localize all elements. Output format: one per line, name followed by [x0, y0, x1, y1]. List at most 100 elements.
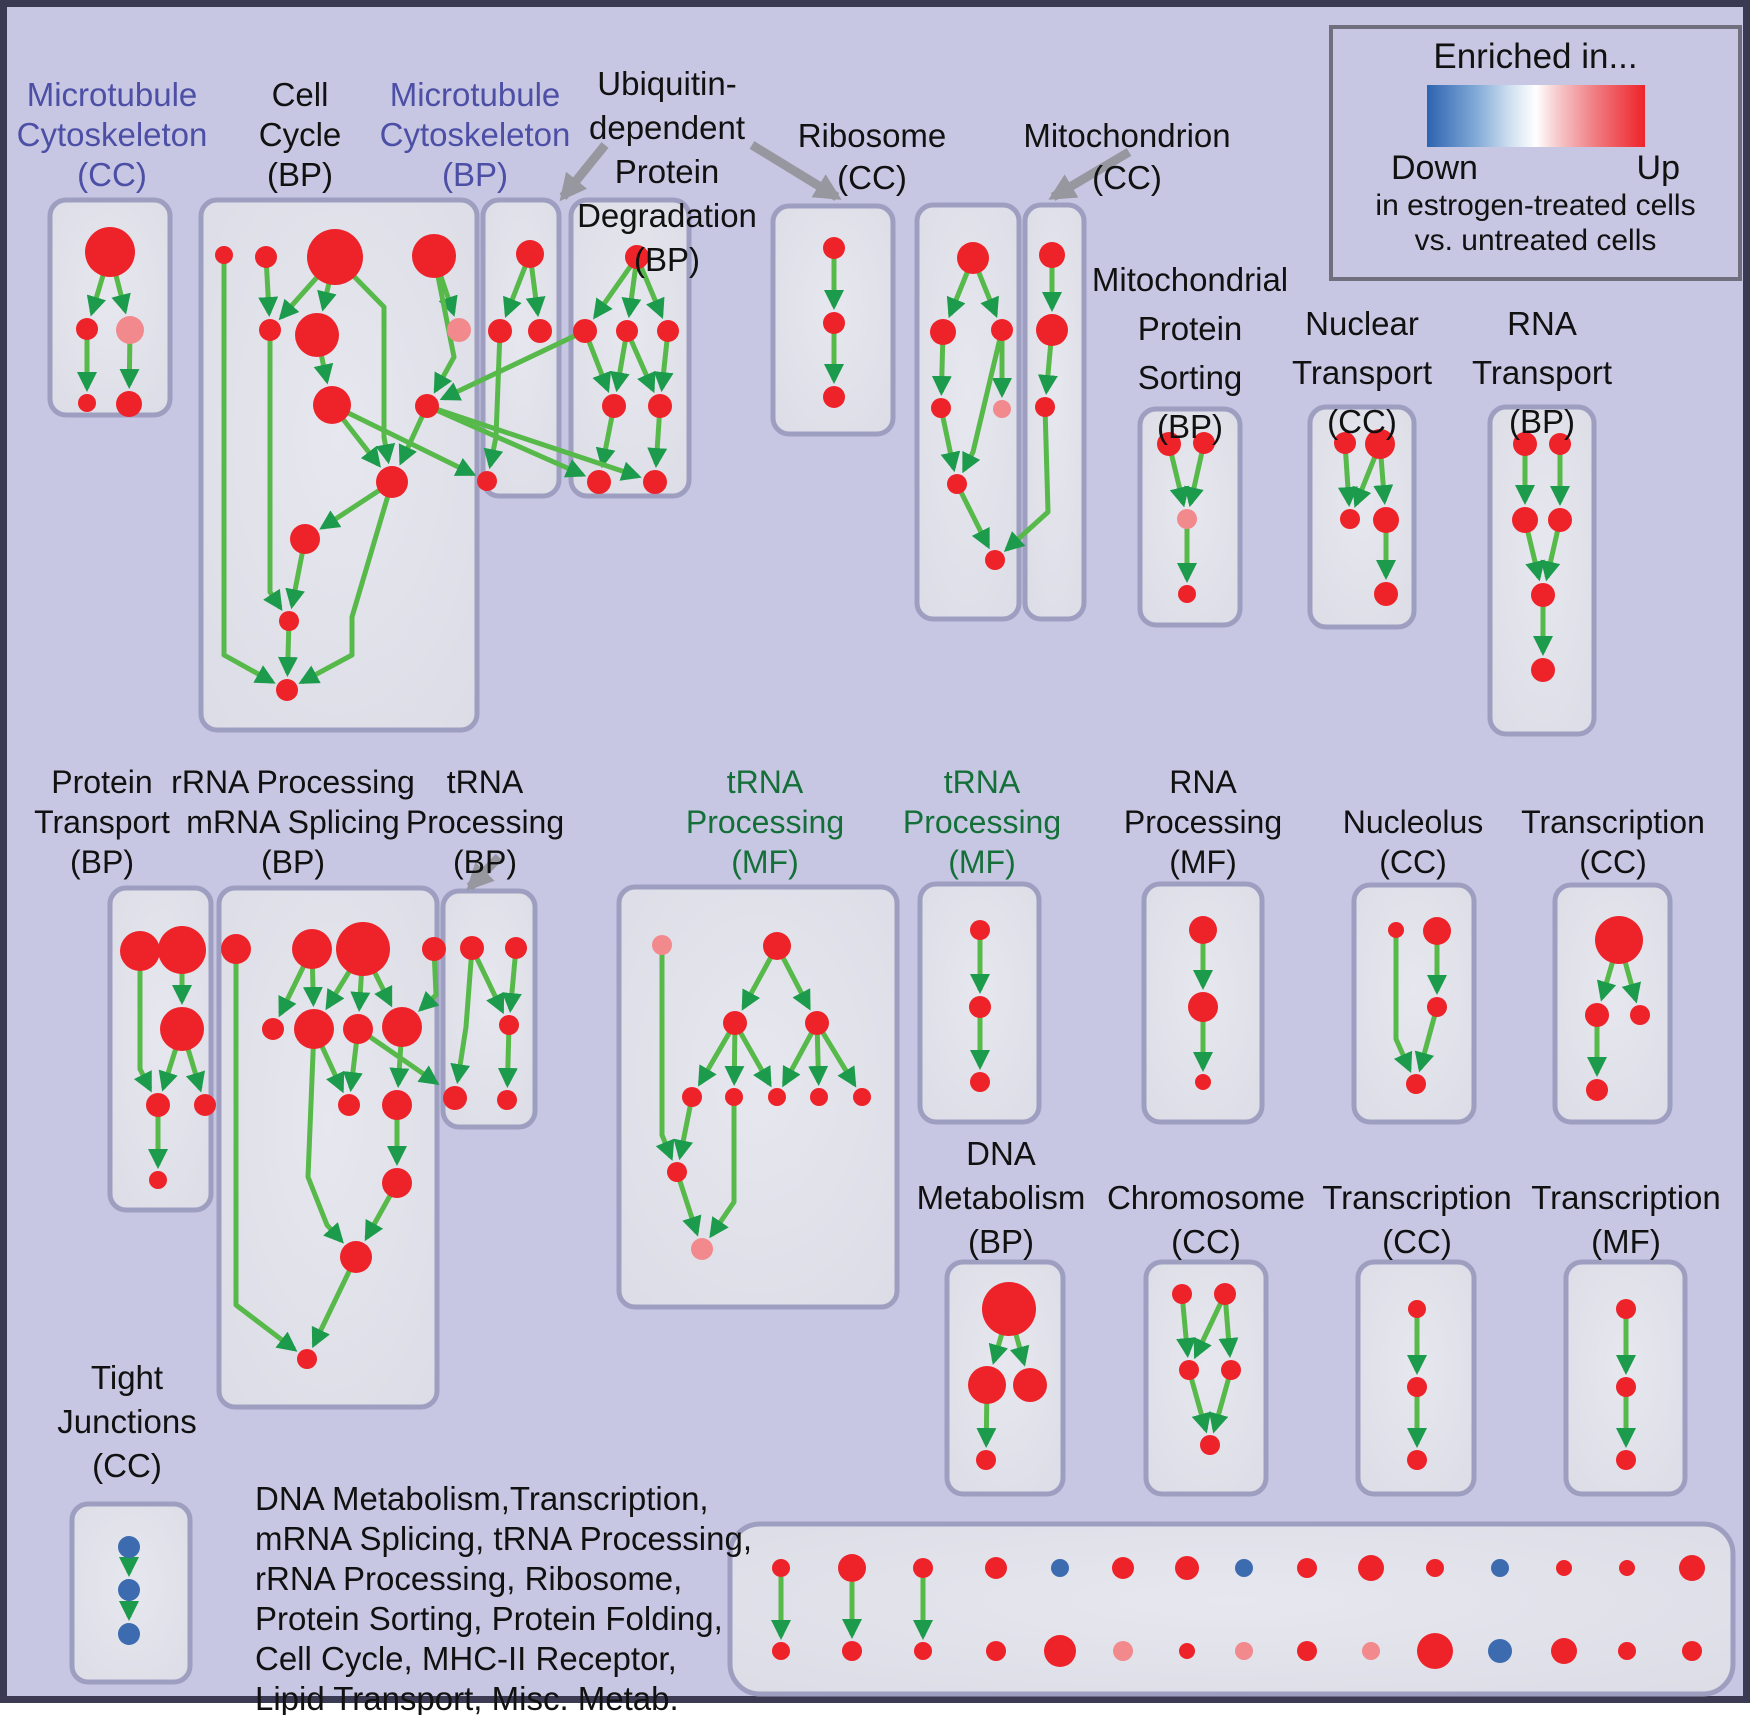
go-term-node	[85, 227, 135, 277]
go-term-node	[294, 1009, 334, 1049]
go-term-node	[805, 1011, 829, 1035]
go-term-node	[1427, 997, 1447, 1017]
go-term-node	[648, 394, 672, 418]
go-term-node	[1373, 507, 1399, 533]
go-term-node	[221, 934, 251, 964]
cluster-box-mitochondrion-cc	[1022, 202, 1087, 622]
label-transcription-mf: Transcription (MF)	[1531, 1179, 1721, 1260]
go-term-node	[587, 470, 611, 494]
go-term-node	[376, 466, 408, 498]
go-term-node	[146, 1093, 170, 1117]
go-term-node	[1113, 1641, 1133, 1661]
go-term-node	[338, 1094, 360, 1116]
go-term-node	[913, 1558, 933, 1578]
go-term-node	[340, 1241, 372, 1273]
go-term-node	[772, 1559, 790, 1577]
label-cell-cycle-bp: Cell Cycle (BP)	[258, 76, 342, 193]
legend-up-label: Up	[1636, 149, 1680, 187]
go-term-node	[970, 920, 990, 940]
label-trna-processing-bp: tRNA Processing (BP)	[405, 764, 565, 880]
edge-arrow	[221, 255, 276, 684]
edge-arrow	[333, 255, 396, 465]
edge-arrow	[426, 403, 642, 481]
go-term-node	[772, 1642, 790, 1660]
go-term-node	[667, 1162, 687, 1182]
misc-categories-text: DNA Metabolism,Transcription, mRNA Splic…	[255, 1480, 753, 1715]
cluster-box-nucleolus-cc	[1351, 882, 1477, 1125]
edge-arrow	[954, 482, 991, 550]
go-term-node	[838, 1554, 866, 1582]
go-term-node	[1619, 1560, 1635, 1576]
go-term-node	[499, 1015, 519, 1035]
label-tight-junctions-cc: Tight Junctions (CC)	[57, 1359, 197, 1484]
go-term-node	[991, 319, 1013, 341]
go-term-node	[497, 1090, 517, 1110]
go-term-node	[1036, 314, 1068, 346]
edge-arrow	[673, 1096, 695, 1161]
go-term-node	[382, 1007, 422, 1047]
go-term-node	[382, 1168, 412, 1198]
go-term-node	[682, 1087, 702, 1107]
go-term-node	[1172, 1284, 1192, 1304]
go-term-node	[158, 926, 206, 974]
go-term-node	[1214, 1283, 1236, 1305]
legend: Enriched in... Down Up in estrogen-treat…	[1329, 25, 1742, 281]
go-term-node	[343, 1014, 373, 1044]
legend-gradient-bar	[1426, 85, 1645, 147]
edge-arrow	[431, 255, 457, 394]
go-term-node	[1177, 509, 1197, 529]
go-term-node	[1407, 1450, 1427, 1470]
go-term-node	[1531, 658, 1555, 682]
go-term-node	[259, 319, 281, 341]
go-term-node	[1512, 507, 1538, 533]
go-term-node	[823, 312, 845, 334]
label-rrna-processing-mrna-splicing-bp: rRNA Processing mRNA Splicing (BP)	[171, 764, 415, 880]
pointer-arrow	[466, 853, 503, 891]
legend-subtitle-1: in estrogen-treated cells	[1375, 189, 1696, 222]
go-term-node	[947, 474, 967, 494]
edge-arrow	[330, 402, 477, 477]
go-term-node	[116, 391, 142, 417]
go-term-node	[307, 229, 363, 285]
go-term-node	[573, 319, 597, 343]
cluster-box-microtubule-cytoskeleton-bp	[480, 197, 562, 499]
go-term-node	[1618, 1642, 1636, 1660]
edge-arrow	[961, 329, 1005, 474]
go-term-node	[1340, 509, 1360, 529]
go-term-node	[1189, 916, 1217, 944]
cluster-box-dna-metabolism-bp	[944, 1259, 1066, 1497]
go-term-node	[76, 318, 98, 340]
edge-arrow	[674, 1171, 702, 1237]
label-transcription-cc-lower: Transcription (CC)	[1322, 1179, 1512, 1260]
go-term-node	[1362, 1642, 1380, 1660]
edge-arrow	[1003, 406, 1051, 552]
go-term-node	[292, 929, 332, 969]
label-microtubule-cytoskeleton-cc: Microtubule Cytoskeleton (CC)	[16, 76, 208, 193]
go-term-node	[120, 931, 160, 971]
go-term-node	[810, 1088, 828, 1106]
go-term-node	[969, 996, 991, 1018]
label-mitochondrion-cc: Mitochondrion (CC)	[1023, 117, 1231, 196]
cluster-box-rrna-processing-mrna-splicing-bp	[216, 885, 440, 1410]
go-term-node	[1616, 1299, 1636, 1319]
edge-arrow	[1414, 1006, 1440, 1073]
go-term-node	[842, 1641, 862, 1661]
go-term-node	[853, 1088, 871, 1106]
go-term-node	[957, 242, 989, 274]
go-term-node	[1488, 1639, 1512, 1663]
go-term-node	[447, 318, 471, 342]
edge-arrow	[1176, 1293, 1197, 1359]
go-term-node	[516, 240, 544, 268]
go-term-node	[1178, 585, 1196, 603]
edge-arrow	[233, 949, 298, 1352]
go-term-node	[657, 320, 679, 342]
go-term-node	[1044, 1635, 1076, 1667]
go-term-node	[488, 319, 512, 343]
go-term-node	[276, 679, 298, 701]
go-term-node	[1407, 1377, 1427, 1397]
go-term-node	[1051, 1559, 1069, 1577]
go-term-node	[477, 471, 497, 491]
go-term-node	[1334, 432, 1356, 454]
go-term-node	[1157, 432, 1181, 456]
network-canvas	[7, 7, 1750, 1715]
